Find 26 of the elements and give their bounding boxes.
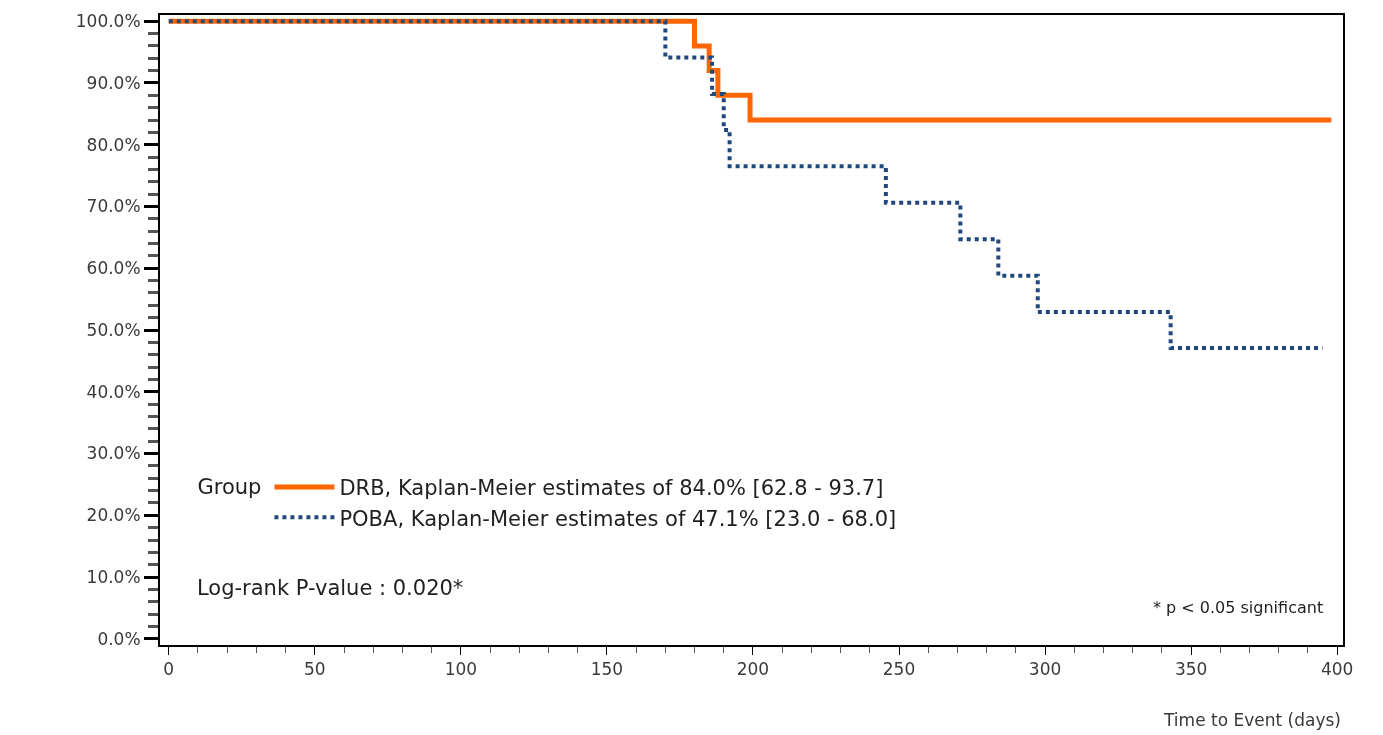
y-tick-label: 60.0%: [86, 258, 141, 279]
y-tick-label: 90.0%: [86, 72, 141, 93]
y-tick-label: 10.0%: [86, 567, 141, 588]
x-tick-label: 250: [882, 659, 916, 680]
y-tick-label: 80.0%: [86, 134, 141, 155]
legend-title: Group: [197, 475, 262, 500]
y-tick-label: 40.0%: [86, 381, 141, 402]
y-tick-label: 50.0%: [86, 319, 141, 340]
y-tick-label: 20.0%: [86, 505, 141, 526]
y-tick-label: 30.0%: [86, 443, 141, 464]
x-tick-label: 100: [444, 659, 478, 680]
x-axis-title: Time to Event (days): [1163, 710, 1341, 730]
x-tick-label: 50: [303, 659, 326, 680]
legend-label: POBA, Kaplan-Meier estimates of 47.1% [23.0 - 68.0]: [339, 506, 897, 531]
y-tick-label: 70.0%: [86, 196, 141, 217]
x-tick-label: 0: [163, 659, 175, 680]
x-tick-label: 200: [736, 659, 770, 680]
y-tick-label: 100.0%: [75, 11, 141, 32]
x-tick-label: 400: [1320, 659, 1354, 680]
annotation: Log-rank P-value : 0.020*: [197, 576, 464, 600]
y-tick-label: 0.0%: [97, 628, 141, 649]
x-tick-label: 350: [1174, 659, 1208, 680]
x-tick-label: 150: [590, 659, 624, 680]
x-tick-label: 300: [1028, 659, 1062, 680]
annotation: * p < 0.05 significant: [1153, 598, 1324, 617]
legend-label: DRB, Kaplan-Meier estimates of 84.0% [62.8 - 93.7]: [339, 476, 884, 501]
